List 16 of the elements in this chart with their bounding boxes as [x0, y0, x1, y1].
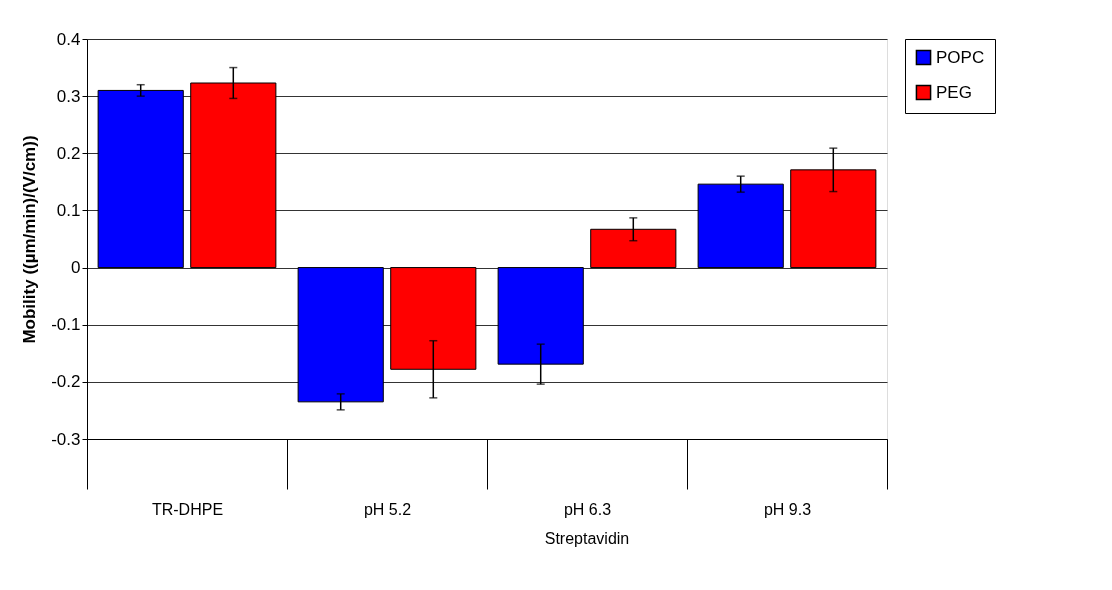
y-tick-label: -0.1 [51, 315, 81, 335]
text: Streptavidin [544, 530, 630, 547]
y-tick-label: 0.2 [56, 143, 81, 163]
x-tick-label: TR-DHPE [151, 500, 224, 518]
x-tick-label: pH 9.3 [763, 500, 812, 518]
x-tick-label: pH 6.3 [563, 500, 612, 518]
y-tick-label: 0 [71, 258, 81, 278]
y-tick-label: -0.2 [51, 372, 81, 392]
y-tick-label: 0.1 [56, 200, 81, 220]
y-tick-label: 0.4 [56, 29, 81, 49]
x-tick-label: pH 5.2 [363, 500, 412, 518]
y-tick-label: 0.3 [56, 86, 81, 106]
y-tick-label: -0.3 [51, 429, 81, 449]
legend-label: POPC [936, 47, 985, 67]
y-axis-title: Mobility ((µm/min)/(V/cm)) [20, 135, 40, 344]
legend-label: PEG [936, 82, 972, 102]
